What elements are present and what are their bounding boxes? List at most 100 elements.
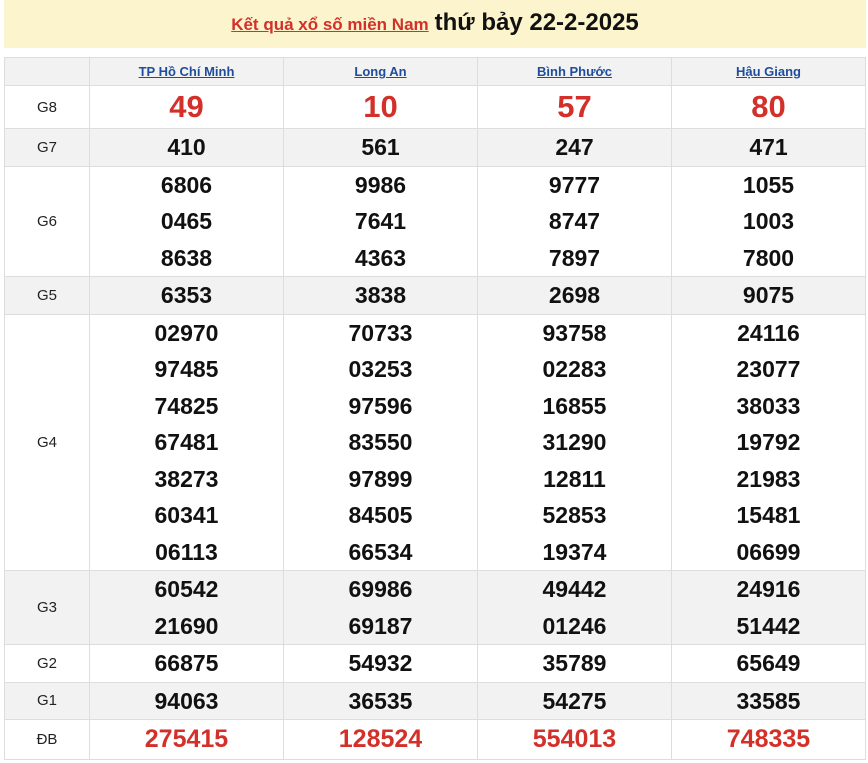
prize-number: 10 [363,89,398,124]
prize-row-g8: G8 49 10 57 80 [4,85,866,129]
prize-number: 97596 [348,392,413,419]
prize-number: 561 [361,134,400,160]
prize-number: 36535 [348,687,413,714]
province-header: TP Hồ Chí Minh [89,57,284,86]
prize-number: 247 [555,134,594,160]
prize-number: 8747 [548,208,601,234]
prize-number: 1055 [742,171,795,198]
prize-number: 2698 [548,282,601,308]
prize-number: 80 [751,89,786,124]
prize-cell: 9986 7641 4363 [283,165,478,277]
prize-label: G5 [4,276,90,315]
prize-number: 93758 [542,319,607,346]
prize-cell: 6806 0465 8638 [89,165,284,277]
prize-number: 6806 [160,171,213,198]
prize-cell: 471 [671,128,866,167]
prize-row-đb: ĐB 275415 128524 554013 748335 [4,719,866,760]
prize-number: 06113 [155,538,218,565]
province-link[interactable]: Bình Phước [537,64,612,79]
prize-row-g6: G6 6806 0465 8638 9986 7641 4363 9777 8747 7897 10… [4,165,866,277]
prize-cell: 3838 [283,276,478,315]
prize-cell: 748335 [671,719,866,760]
prize-label: ĐB [4,719,90,760]
prize-number: 1003 [742,208,795,234]
prize-label: G8 [4,85,90,129]
prize-number: 275415 [144,725,229,753]
prize-number: 6353 [160,282,213,308]
prize-label: G1 [4,681,90,720]
prize-number: 66534 [348,538,413,565]
prize-cell: 6353 [89,276,284,315]
prize-number: 51442 [736,612,801,639]
prize-number: 9986 [354,171,407,198]
prize-cell: 02970 97485 74825 67481 38273 60341 06113 [89,313,284,571]
prize-number: 70733 [348,319,413,346]
prize-number: 67481 [154,429,219,455]
results-link[interactable]: Kết quả xổ số miền Nam [231,15,429,34]
province-header: Bình Phước [477,57,672,86]
prize-number: 01246 [542,612,607,639]
results-title: Kết quả xổ số miền Nam thứ bảy 22-2-2025 [4,0,866,48]
prize-number: 24116 [737,319,800,346]
prize-number: 8638 [160,244,213,271]
prize-label: G2 [4,644,90,683]
prize-label: G4 [4,313,90,571]
prize-number: 54932 [348,650,413,676]
prize-number: 66875 [154,650,219,676]
prize-number: 02283 [542,356,607,382]
prize-row-g3: G3 60542 21690 69986 69187 49442 01246 24916 514… [4,570,866,645]
prize-row-g7: G7 410 561 247 471 [4,128,866,167]
prize-number: 49 [169,89,204,124]
prize-number: 97485 [154,356,219,382]
prize-number: 23077 [736,356,801,382]
prize-number: 69187 [348,612,413,639]
prize-number: 0465 [160,208,213,234]
prize-cell: 561 [283,128,478,167]
prize-number: 15481 [736,502,801,528]
prize-number: 410 [167,134,206,160]
prize-number: 57 [557,89,592,124]
prize-number: 9075 [742,282,795,308]
prize-number: 60341 [154,502,219,528]
prize-number: 21983 [736,465,801,492]
prize-cell: 9777 8747 7897 [477,165,672,277]
province-link[interactable]: Hậu Giang [735,64,801,79]
prize-number: 21690 [154,612,219,639]
header-row: TP Hồ Chí Minh Long An Bình Phước Hậu Giang [4,57,866,86]
prize-label: G6 [4,165,90,277]
prize-number: 19792 [736,429,801,455]
prize-number: 38033 [736,392,801,419]
prize-number: 9777 [548,171,601,198]
prize-cell: 49442 01246 [477,570,672,645]
province-header: Hậu Giang [671,57,866,86]
prize-row-g1: G1 94063 36535 54275 33585 [4,681,866,720]
prize-number: 3838 [354,282,407,308]
prize-row-g2: G2 66875 54932 35789 65649 [4,644,866,683]
prize-cell: 24116 23077 38033 19792 21983 15481 06699 [671,313,866,571]
prize-cell: 10 [283,85,478,129]
prize-number: 16855 [542,392,607,419]
prize-number: 97899 [348,465,413,492]
prize-cell: 36535 [283,681,478,720]
draw-date: thứ bảy 22-2-2025 [434,9,639,36]
prize-cell: 24916 51442 [671,570,866,645]
prize-cell: 2698 [477,276,672,315]
prize-number: 49442 [542,576,607,602]
prize-number: 554013 [532,725,617,753]
prize-cell: 69986 69187 [283,570,478,645]
prize-cell: 80 [671,85,866,129]
corner-cell [4,57,90,86]
prize-number: 128524 [338,725,423,753]
prize-label: G3 [4,570,90,645]
prize-number: 02970 [154,319,219,346]
prize-cell: 554013 [477,719,672,760]
prize-cell: 60542 21690 [89,570,284,645]
prize-cell: 35789 [477,644,672,683]
prize-number: 52853 [542,502,607,528]
province-link[interactable]: TP Hồ Chí Minh [138,64,235,79]
prize-cell: 54932 [283,644,478,683]
prize-number: 84505 [348,502,413,528]
province-link[interactable]: Long An [354,64,407,79]
prize-number: 65649 [736,650,801,676]
prize-cell: 410 [89,128,284,167]
